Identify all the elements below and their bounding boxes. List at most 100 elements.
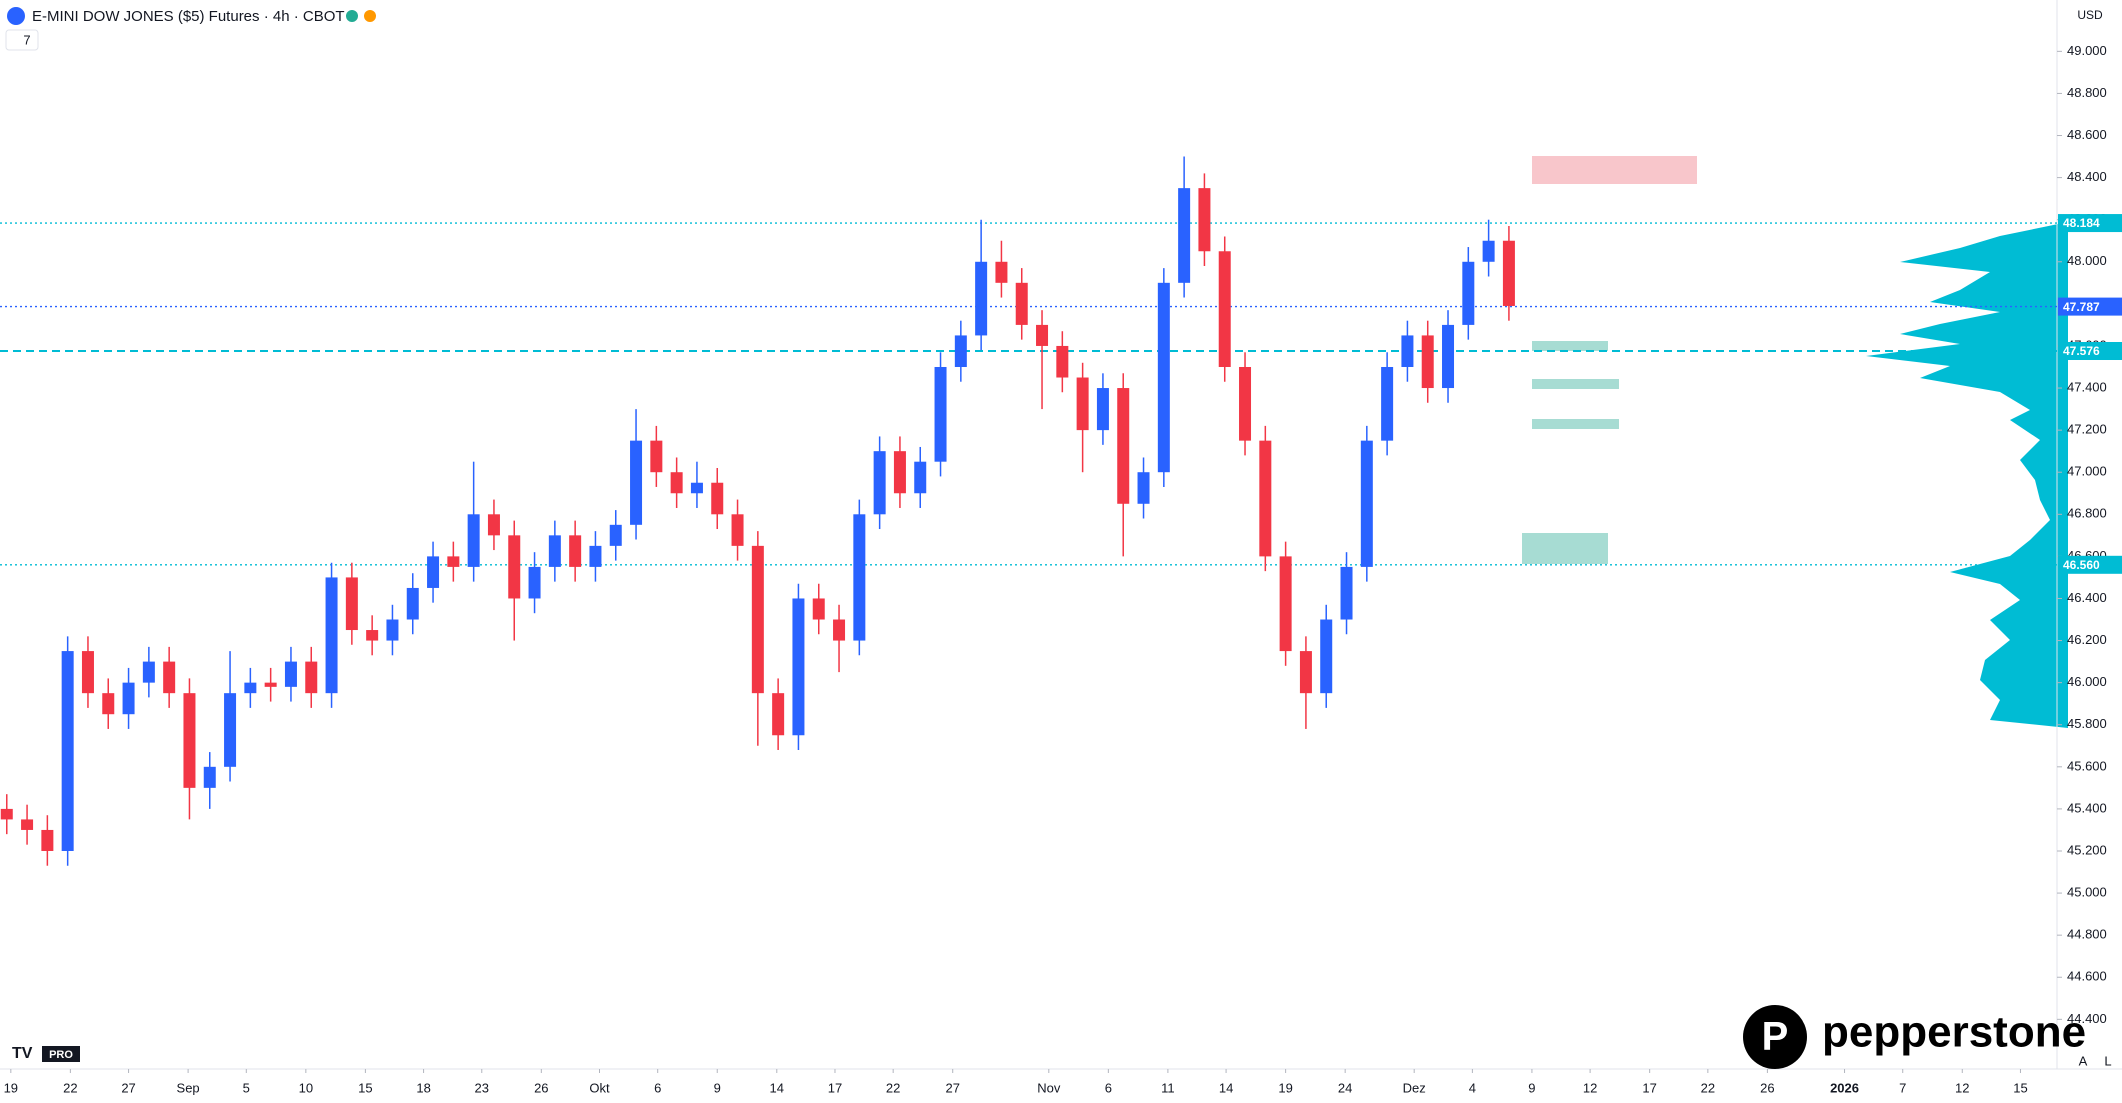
- x-tick-label: 11: [1161, 1080, 1175, 1095]
- candle-body: [244, 682, 257, 694]
- y-tick-label: 47.200: [2067, 422, 2107, 437]
- price-label: 46.560: [2063, 558, 2100, 572]
- candle-body: [934, 366, 947, 462]
- candle-body: [487, 514, 500, 536]
- symbol-title: E-MINI DOW JONES ($5) Futures · 4h · CBO…: [32, 8, 345, 25]
- candle-body: [284, 661, 297, 687]
- brand-name: pepperstone: [1822, 1008, 2086, 1057]
- y-tick-label: 45.800: [2067, 716, 2107, 731]
- x-tick-label: 6: [1105, 1080, 1112, 1095]
- candle-body: [1218, 251, 1231, 367]
- candle-body: [386, 619, 399, 641]
- brand-icon-letter: P: [1762, 1015, 1789, 1059]
- x-tick-label: 7: [1899, 1080, 1906, 1095]
- candle-body: [142, 661, 155, 683]
- candle-body: [0, 808, 13, 820]
- candle-body: [325, 577, 338, 694]
- x-tick-label: 26: [534, 1080, 548, 1095]
- pro-label: PRO: [49, 1049, 73, 1061]
- candle-body: [914, 461, 927, 494]
- x-tick-label: 19: [1278, 1080, 1292, 1095]
- candle-body: [1137, 472, 1150, 504]
- demand-zone: [1532, 341, 1608, 351]
- candle-body: [1442, 324, 1455, 389]
- x-tick-label: 12: [1955, 1080, 1969, 1095]
- interval-button[interactable]: [5, 29, 39, 51]
- candle-body: [1157, 282, 1170, 473]
- candle-body: [893, 451, 906, 494]
- candle-body: [1076, 377, 1089, 431]
- x-tick-label: 27: [945, 1080, 959, 1095]
- x-tick-label: 17: [1642, 1080, 1656, 1095]
- candle-body: [772, 693, 785, 736]
- candle-body: [812, 598, 825, 620]
- symbol-icon: [7, 7, 25, 25]
- x-tick-label: 14: [1219, 1080, 1233, 1095]
- x-tick-label: 14: [770, 1080, 784, 1095]
- candle-body: [731, 514, 744, 546]
- candle-body: [163, 661, 176, 694]
- candle-body: [1482, 240, 1495, 262]
- x-tick-label: 15: [358, 1080, 372, 1095]
- price-label: 48.184: [2063, 216, 2100, 230]
- x-tick-label: 5: [243, 1080, 250, 1095]
- demand-zone: [1522, 533, 1608, 564]
- candle-body: [21, 819, 34, 830]
- x-tick-label: 19: [4, 1080, 18, 1095]
- x-tick-label: 23: [475, 1080, 489, 1095]
- candle-body: [650, 440, 663, 473]
- candle-body: [690, 482, 703, 494]
- candle-body: [1340, 566, 1353, 620]
- candle-body: [853, 514, 866, 641]
- candle-body: [873, 451, 886, 515]
- candle-body: [102, 693, 115, 715]
- candle-body: [305, 661, 318, 694]
- candle-body: [41, 829, 54, 851]
- tv-logo: TV: [12, 1045, 33, 1062]
- candle-body: [792, 598, 805, 736]
- candle-body: [406, 587, 419, 620]
- candle-body: [61, 651, 74, 851]
- candle-body: [224, 693, 237, 767]
- y-tick-label: 44.400: [2067, 1011, 2107, 1026]
- candle-body: [609, 524, 622, 546]
- price-label: 47.787: [2063, 300, 2100, 314]
- price-label-box: [2058, 555, 2122, 574]
- candle-body: [1360, 440, 1373, 567]
- candle-body: [1198, 188, 1211, 252]
- brand-icon: [1743, 1005, 1807, 1069]
- candle-body: [122, 682, 135, 715]
- y-tick-label: 48.000: [2067, 253, 2107, 268]
- candle-body: [1036, 324, 1049, 346]
- x-tick-label: 18: [416, 1080, 430, 1095]
- y-tick-label: 48.600: [2067, 127, 2107, 142]
- price-label-box: [2058, 297, 2122, 316]
- candle-body: [1239, 366, 1252, 441]
- candle-body: [1401, 335, 1414, 367]
- candle-body: [1259, 440, 1272, 557]
- candle-body: [954, 335, 967, 367]
- candle-body: [1056, 345, 1069, 378]
- candle-body: [1462, 261, 1475, 325]
- x-tick-label: 9: [714, 1080, 721, 1095]
- x-tick-label: 27: [121, 1080, 135, 1095]
- candle-body: [1178, 188, 1191, 283]
- candle-body: [975, 261, 988, 336]
- candle-body: [711, 482, 724, 515]
- log-scale[interactable]: L: [2104, 1053, 2111, 1068]
- candle-body: [1117, 388, 1130, 504]
- demand-zone: [1532, 379, 1619, 389]
- x-tick-label: Dez: [1403, 1080, 1426, 1095]
- candle-body: [508, 535, 521, 599]
- candle-body: [1320, 619, 1333, 694]
- x-tick-label: Sep: [177, 1080, 200, 1095]
- candle-body: [264, 682, 277, 687]
- y-tick-label: 49.000: [2067, 43, 2107, 58]
- x-tick-label: Okt: [589, 1080, 610, 1095]
- x-tick-label: 10: [299, 1080, 313, 1095]
- candle-body: [345, 577, 358, 631]
- candle-body: [1279, 556, 1292, 652]
- auto-scale[interactable]: A: [2079, 1053, 2088, 1068]
